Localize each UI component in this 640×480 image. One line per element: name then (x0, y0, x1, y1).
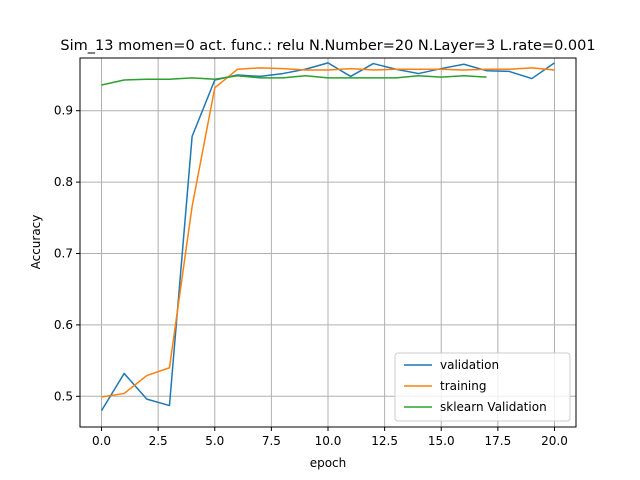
x-tick-label: 20.0 (541, 434, 568, 448)
y-axis-label: Accuracy (29, 215, 43, 270)
x-tick-label: 2.5 (149, 434, 168, 448)
legend-label-training: training (440, 379, 487, 393)
y-tick-label: 0.7 (54, 246, 73, 260)
x-tick-label: 5.0 (205, 434, 224, 448)
x-tick-label: 12.5 (371, 434, 398, 448)
y-tick-label: 0.9 (54, 104, 73, 118)
gridlines (80, 58, 576, 427)
x-tick-label: 7.5 (262, 434, 281, 448)
x-tick-label: 15.0 (428, 434, 455, 448)
legend: validation training sklearn Validation (394, 352, 571, 422)
x-tick-label: 17.5 (485, 434, 512, 448)
legend-label-validation: validation (440, 358, 499, 372)
legend-label-sklearn-validation: sklearn Validation (440, 400, 547, 414)
axis-ticks: 0.0 2.5 5.0 7.5 10.0 12.5 15.0 17.5 20.0 0.5 0.6 0.… (54, 104, 568, 448)
series-line-sklearn-validation (101, 74, 487, 86)
y-tick-label: 0.8 (54, 175, 73, 189)
chart-title: Sim_13 momen=0 act. func.: relu N.Number… (60, 38, 595, 54)
y-tick-label: 0.5 (54, 389, 73, 403)
series-layer (100, 62, 555, 411)
x-tick-label: 0.0 (92, 434, 111, 448)
series-line-training (101, 67, 555, 398)
legend-frame (394, 352, 571, 422)
y-tick-label: 0.6 (54, 318, 73, 332)
x-tick-label: 10.0 (315, 434, 342, 448)
x-axis-label: epoch (310, 456, 347, 470)
